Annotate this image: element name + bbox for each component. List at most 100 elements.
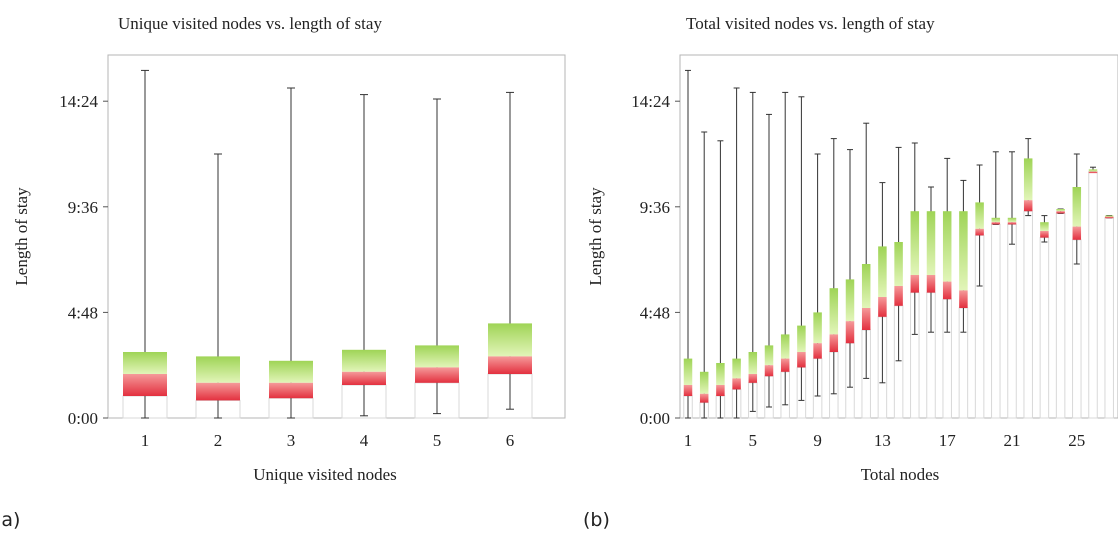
chart-b-box-upper [926, 211, 936, 275]
chart-b-x-tick-label: 5 [749, 431, 758, 450]
chart-b-x-axis-label: Total nodes [861, 465, 940, 484]
chart-a-y-tick-label: 4:48 [68, 303, 98, 322]
chart-a-y-tick-label: 14:24 [59, 92, 98, 111]
chart-a-box-upper [488, 323, 532, 357]
chart-b-box-base [991, 223, 1001, 419]
chart-b-box-upper [716, 363, 725, 385]
chart-b-box-lower [797, 352, 806, 368]
chart-b-box-lower [991, 222, 1001, 225]
chart-a-box-upper [342, 349, 386, 372]
chart-b-box-upper [1007, 217, 1017, 223]
chart-a-y-tick-label: 9:36 [68, 198, 98, 217]
chart-b-box-lower [1056, 211, 1065, 214]
chart-a-y-axis-label: Length of stay [12, 187, 31, 286]
chart-b-y-tick-label: 4:48 [640, 303, 670, 322]
chart-b-box-lower [1007, 222, 1017, 225]
chart-b-box-lower [845, 321, 855, 344]
chart-b-box-upper [942, 211, 952, 282]
chart-a-box-lower [196, 382, 240, 401]
chart-a-x-tick-label: 5 [433, 431, 442, 450]
chart-a-box-lower [342, 371, 386, 385]
chart-b-box-upper [1072, 187, 1082, 227]
chart-b-box-lower [829, 334, 839, 352]
chart-a-box-upper [269, 360, 313, 383]
chart-b-y-tick-label: 9:36 [640, 198, 670, 217]
chart-b-box-upper [894, 242, 903, 286]
chart-b-box-upper [797, 325, 806, 352]
chart-a-box-lower [415, 367, 459, 383]
chart-b-box-upper [699, 371, 709, 394]
chart-b-box-lower [1104, 216, 1114, 219]
chart-b-box-lower [732, 378, 741, 390]
chart-b-box-lower [1040, 231, 1049, 238]
chart-b-box-lower [683, 385, 693, 396]
chart-b-x-tick-label: 21 [1004, 431, 1021, 450]
chart-b-box-upper [1104, 215, 1114, 218]
chart-b-box-lower [926, 275, 936, 293]
chart-a-title: Unique visited nodes vs. length of stay [118, 14, 382, 33]
chart-b-box-lower [910, 275, 920, 293]
chart-b-box-upper [861, 264, 871, 308]
chart-b-box-upper [1056, 209, 1065, 212]
chart-b-box-upper [764, 345, 774, 366]
chart-b-title: Total visited nodes vs. length of stay [686, 14, 935, 33]
chart-b-box-upper [780, 334, 790, 359]
chart-b-box-lower [764, 365, 774, 377]
chart-b-box-lower [748, 374, 758, 383]
chart-b-x-tick-label: 9 [813, 431, 822, 450]
chart-b-box-base [1104, 217, 1114, 419]
chart-a-box-upper [196, 356, 240, 383]
chart-b-box-base [1088, 171, 1098, 419]
chart-b-box-base [1039, 237, 1050, 419]
chart-b-box-lower [894, 286, 903, 306]
chart-b-box-lower [699, 393, 709, 403]
chart-a-x-tick-label: 4 [360, 431, 369, 450]
chart-b-box-upper [959, 211, 968, 291]
chart-b-box-upper [1040, 222, 1049, 231]
chart-a-x-axis-label: Unique visited nodes [253, 465, 397, 484]
chart-b-box-upper [878, 246, 887, 297]
chart-b-y-axis-label: Length of stay [586, 187, 605, 286]
chart-b-box-upper [683, 358, 693, 385]
chart-a-y-tick-label: 0:00 [68, 409, 98, 428]
chart-b-box-lower [975, 228, 984, 236]
chart-a-plot-frame [107, 54, 566, 419]
chart-b-box-upper [1088, 169, 1098, 172]
chart-b-box-lower [1088, 171, 1098, 174]
chart-b-box-upper [910, 211, 920, 275]
chart-b-box-lower [861, 308, 871, 330]
chart-a-x-tick-label: 1 [141, 431, 150, 450]
chart-a-box-lower [488, 356, 532, 374]
chart-a-box-upper [415, 345, 459, 368]
chart-b-y-tick-label: 14:24 [631, 92, 670, 111]
chart-b-box-upper [975, 202, 984, 229]
chart-b-box-base [1055, 212, 1066, 419]
chart-b-box-lower [1072, 226, 1082, 240]
chart-b-box-base [1007, 223, 1017, 419]
chart-a-x-tick-label: 2 [214, 431, 223, 450]
panel-a-label: (a) [0, 509, 21, 531]
chart-b-x-tick-label: 25 [1068, 431, 1085, 450]
chart-a-box-lower [269, 382, 313, 399]
chart-b-x-tick-label: 13 [874, 431, 891, 450]
chart-b-box-lower [942, 281, 952, 300]
chart-a-box-lower [123, 374, 167, 396]
chart-b-box-lower [878, 297, 887, 317]
chart-b-y-tick-label: 0:00 [640, 409, 670, 428]
chart-b-box-upper [1023, 158, 1033, 201]
chart-b-box-upper [732, 358, 741, 379]
chart-a-x-tick-label: 6 [506, 431, 515, 450]
chart-a-box-upper [123, 352, 167, 374]
chart-b-box-upper [845, 279, 855, 322]
chart-b-box-base [1023, 210, 1033, 419]
panel-b-label: (b) [583, 509, 610, 531]
chart-b-box-lower [716, 385, 725, 396]
chart-b-box-lower [813, 343, 822, 359]
chart-a-x-tick-label: 3 [287, 431, 296, 450]
chart-b-box-lower [1023, 200, 1033, 212]
chart-b-box-upper [748, 352, 758, 374]
chart-b-box-base [1072, 239, 1082, 419]
chart-b-box-upper [813, 312, 822, 344]
